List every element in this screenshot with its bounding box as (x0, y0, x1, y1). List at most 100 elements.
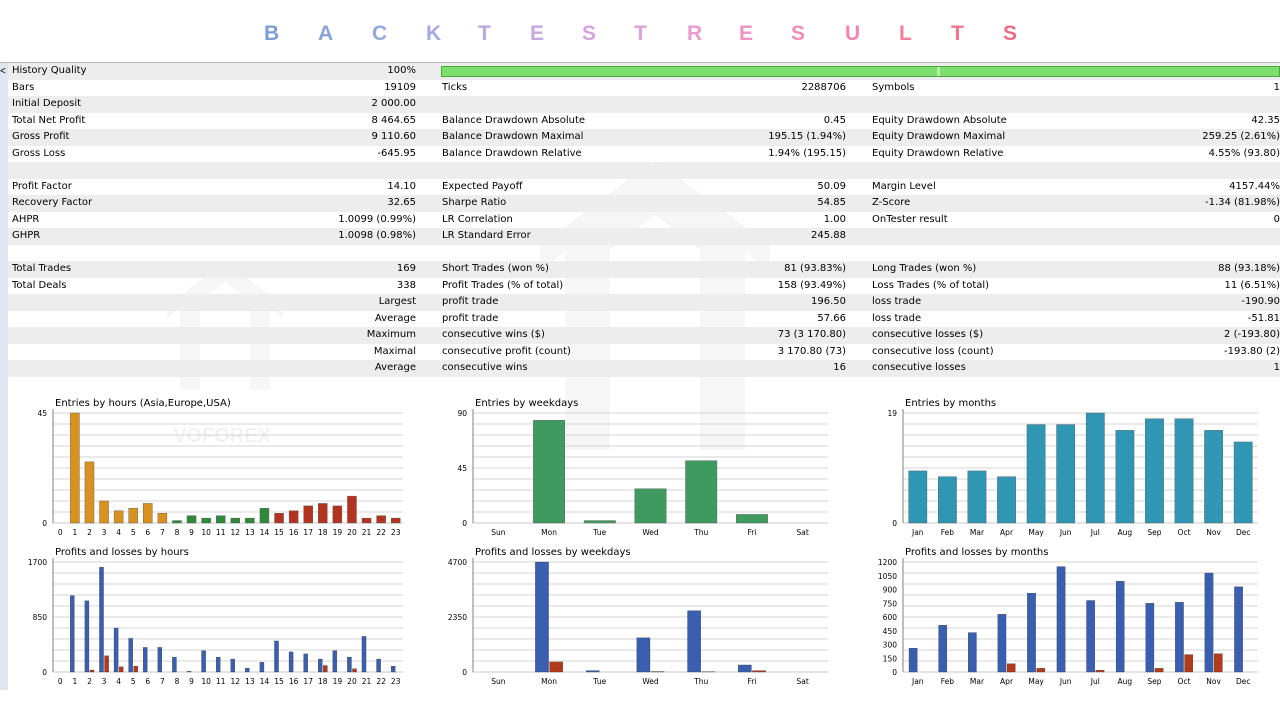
report-label: consecutive wins (442, 362, 528, 373)
chart-bar (533, 420, 565, 524)
chart-bar (128, 508, 138, 524)
report-row: AHPR 1.0099 (0.99%) LR Correlation 1.00 OnTe… (8, 212, 1280, 229)
chart-bar (390, 517, 401, 524)
chart-xtick-label: 8 (175, 677, 180, 686)
bottom-area (0, 690, 1280, 720)
report-value: Maximal (373, 345, 416, 357)
chart-bar (1085, 412, 1105, 524)
chart-ytick-label: 0 (42, 519, 47, 528)
chart-profit-bar (186, 671, 192, 673)
chart-bar (84, 461, 95, 524)
chart-xtick-label: 13 (245, 677, 255, 686)
report-value: -190.90 (1241, 296, 1280, 307)
chart-xtick-label: 21 (362, 677, 372, 686)
chart-xtick-label: Thu (693, 528, 708, 537)
chart-entries-by-weekdays: Entries by weekdays 0 45 90 Sun Mon Tue Wed Thu F… (440, 396, 850, 544)
chart-profit-bar (968, 632, 977, 673)
chart-profit-bar (1234, 586, 1243, 673)
report-value: Largest (378, 296, 416, 307)
chart-ytick-label: 300 (883, 641, 898, 650)
chart-bar (186, 515, 197, 524)
left-collapse-strip[interactable]: < (0, 63, 8, 690)
chart-entries-by-months: Entries by months 0 19 Jan Feb Mar Apr May Jun Ju… (870, 396, 1280, 544)
chart-profit-bar (318, 658, 323, 673)
report-value: 169 (396, 263, 416, 274)
chart-xtick-label: 18 (318, 677, 328, 686)
chart-xtick-label: May (1028, 677, 1044, 686)
chart-profit-bar (332, 650, 338, 673)
report-label: Short Trades (won %) (442, 263, 549, 274)
banner-letter: E (739, 22, 754, 45)
chart-title: Entries by weekdays (475, 398, 579, 409)
chart-bar (1145, 418, 1164, 524)
report-label: Sharpe Ratio (442, 197, 507, 208)
report-label: Z-Score (872, 197, 911, 208)
chart-bar (1233, 441, 1253, 524)
chart-xtick-label: Nov (1206, 677, 1221, 686)
report-label: loss trade (872, 296, 922, 307)
chart-profit-bar (259, 662, 265, 673)
chart-xtick-label: Mon (541, 677, 557, 686)
chart-profit-bar (1204, 572, 1214, 673)
chart-profit-bar (245, 667, 250, 673)
banner-letter: K (426, 22, 442, 45)
chart-bar (1056, 424, 1076, 524)
report-label: LR Standard Error (442, 230, 531, 241)
chart-profit-bar (230, 658, 235, 673)
report-row (8, 377, 1280, 394)
report-row: GHPR 1.0098 (0.98%) LR Standard Error 245.8… (8, 228, 1280, 245)
chart-xtick-label: Sep (1147, 528, 1161, 537)
chart-xtick-label: Fri (747, 677, 756, 686)
report-value: 338 (396, 279, 416, 291)
chart-profit-bar (361, 636, 367, 673)
chart-profit-bar (201, 650, 206, 673)
report-value: 42.35 (1251, 114, 1280, 126)
chart-xtick-label: 23 (391, 677, 401, 686)
chart-xtick-label: 9 (189, 677, 194, 686)
chart-xtick-label: 4 (116, 677, 121, 686)
report-label: consecutive wins ($) (442, 329, 545, 340)
report-value: Average (374, 312, 416, 324)
chart-bar (303, 505, 313, 524)
chart-xtick-label: May (1028, 528, 1044, 537)
chart-profit-bar (70, 595, 75, 673)
report-label: profit trade (442, 296, 499, 307)
chart-xtick-label: Jun (1059, 528, 1072, 537)
report-label: History Quality (12, 65, 87, 76)
chart-xtick-label: Sun (491, 677, 506, 686)
chart-bar (288, 510, 299, 524)
report-label: Total Deals (12, 279, 67, 291)
chart-bar (347, 495, 357, 524)
chart-ytick-label: 1050 (878, 572, 897, 581)
chart-loss-bar (89, 669, 95, 673)
chart-ytick-label: 2350 (448, 613, 467, 622)
chart-xtick-label: 17 (303, 677, 313, 686)
chart-xtick-label: 6 (145, 528, 150, 537)
chart-xtick-label: 15 (274, 528, 284, 537)
chart-xtick-label: Jul (1090, 677, 1100, 686)
chart-profit-bar (303, 653, 308, 673)
report-row: Total Deals 338 Profit Trades (% of total)… (8, 278, 1280, 295)
chart-xtick-label: 14 (260, 528, 270, 537)
report-value: 1 (1273, 362, 1280, 373)
report-value: -193.80 (2) (1224, 345, 1280, 357)
chart-loss-bar (752, 670, 766, 673)
report-label: Long Trades (won %) (872, 263, 977, 274)
chart-bar (113, 510, 124, 524)
report-label: Margin Level (872, 180, 936, 192)
chart-bar (332, 505, 343, 524)
chart-pl-by-months: Profits and losses by months 0 150 300 450 60… (870, 545, 1280, 690)
chart-profit-bar (738, 664, 752, 673)
chart-xtick-label: 5 (131, 528, 136, 537)
chart-profit-bar (376, 658, 381, 673)
chart-profit-bar (347, 656, 352, 673)
report-label: OnTester result (872, 213, 948, 225)
chart-bar (274, 513, 284, 524)
chart-pl-by-weekdays: Profits and losses by weekdays 0 2350 4700 S… (440, 545, 850, 690)
report-row: Gross Profit 9 110.60 Balance Drawdown Max… (8, 129, 1280, 146)
chart-bar (1026, 424, 1046, 524)
report-value: 1.0098 (0.98%) (338, 230, 416, 241)
report-label: consecutive profit (count) (442, 345, 571, 357)
collapse-arrow-icon[interactable]: < (0, 66, 6, 77)
